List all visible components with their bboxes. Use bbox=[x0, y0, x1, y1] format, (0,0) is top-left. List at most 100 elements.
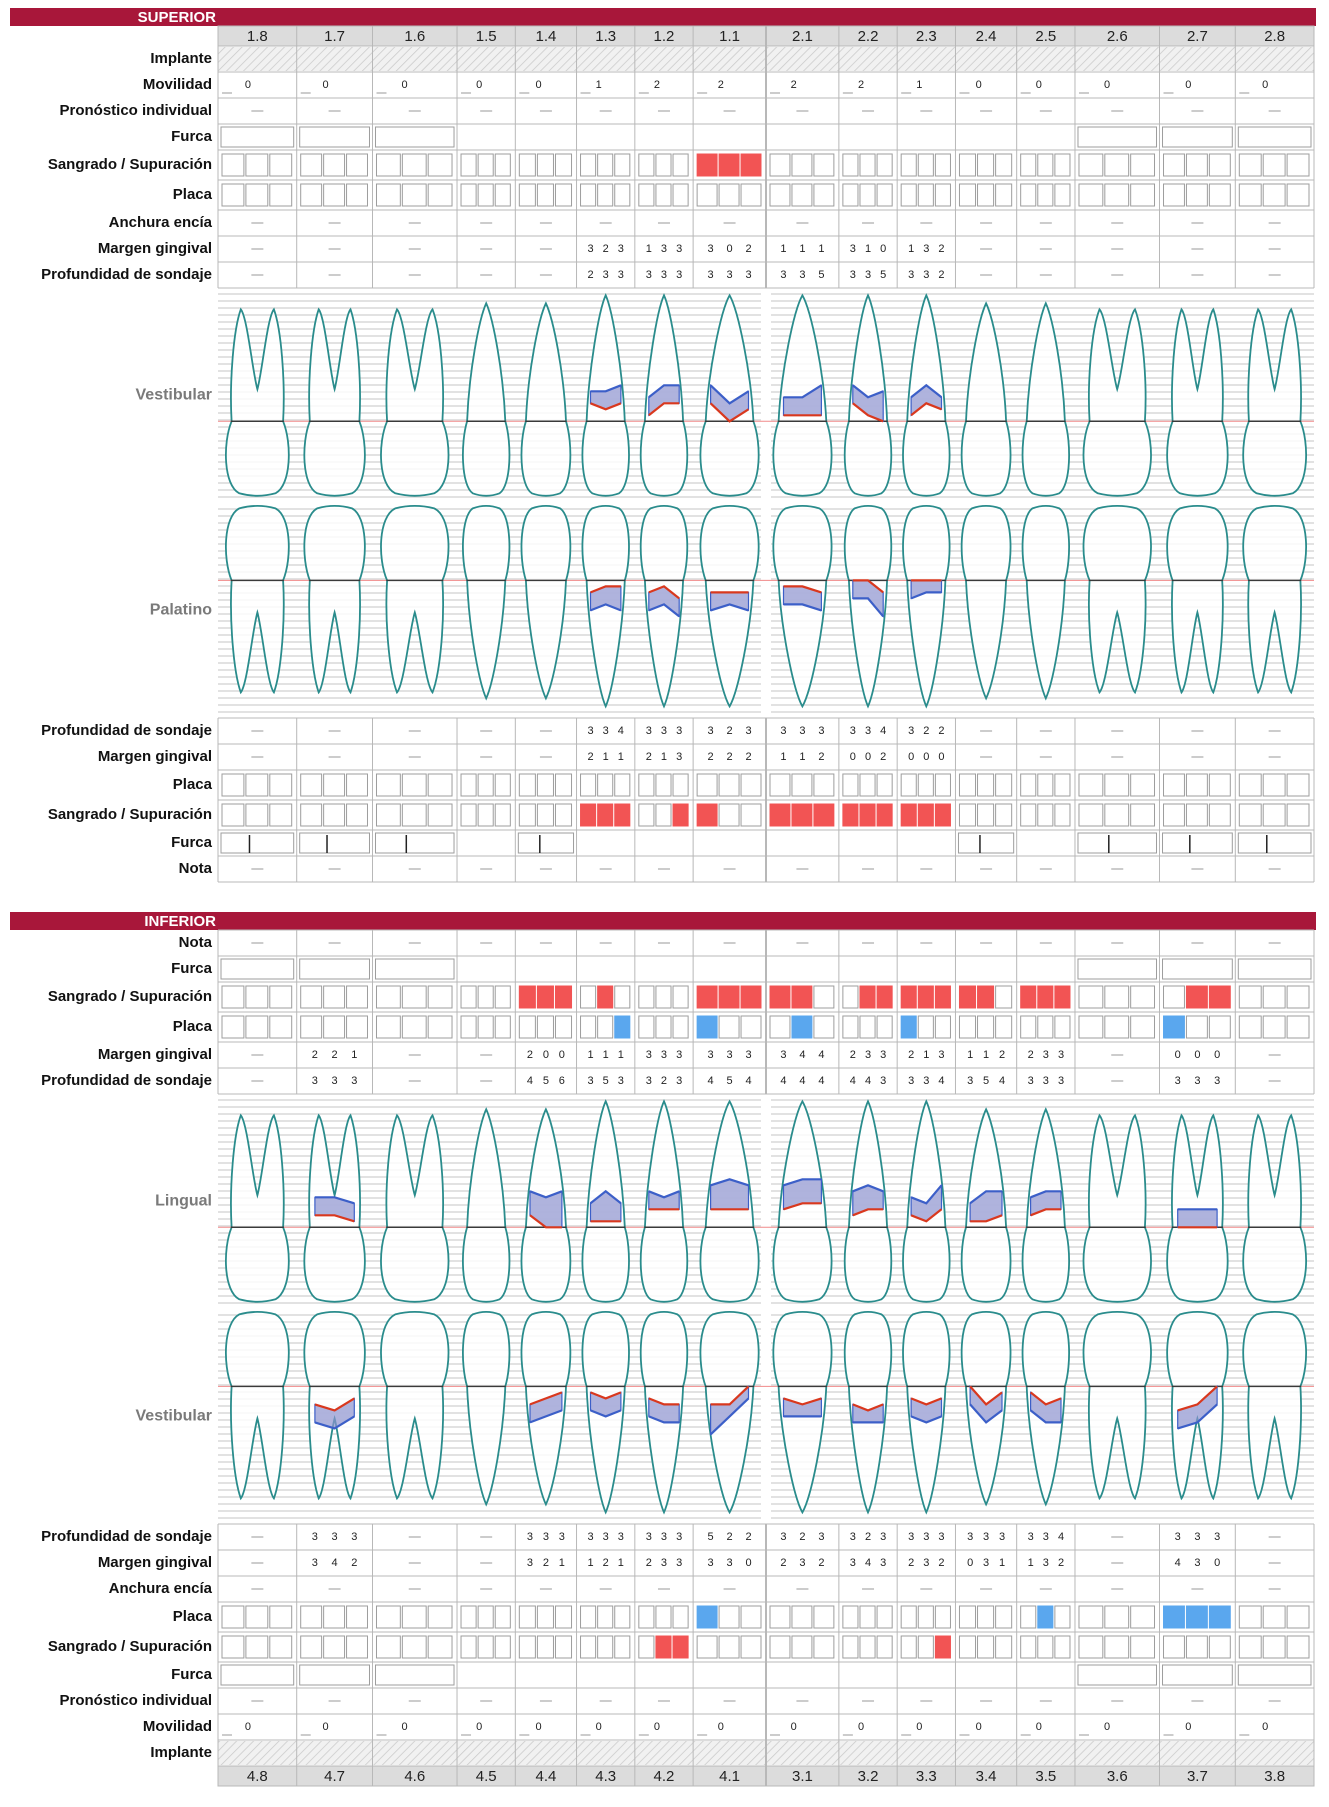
section-1: SUPERIOR 1.8 1.7 1.6 1.5 1.4 1.3 1.2 1.1 2.1 2.2 2.… bbox=[10, 8, 1316, 883]
site-box bbox=[740, 153, 762, 177]
mobility-value: 0 bbox=[718, 1721, 724, 1733]
margin-value: 3 bbox=[708, 1049, 714, 1061]
site-box bbox=[460, 153, 477, 177]
site-box bbox=[655, 773, 672, 797]
site-box bbox=[494, 1015, 511, 1039]
site-box bbox=[554, 985, 573, 1009]
depth-value: 5 bbox=[818, 269, 824, 281]
site-box bbox=[614, 803, 631, 827]
depth-value: 4 bbox=[865, 1075, 871, 1087]
margin-value: 0 bbox=[745, 1557, 751, 1569]
site-box bbox=[580, 1015, 597, 1039]
section-header bbox=[10, 8, 1316, 26]
site-box bbox=[554, 1635, 573, 1659]
site-box bbox=[1238, 153, 1262, 177]
site-box bbox=[221, 803, 245, 827]
depth-value: 3 bbox=[603, 1531, 609, 1543]
site-box bbox=[977, 803, 995, 827]
site-box bbox=[494, 153, 511, 177]
depth-value: 3 bbox=[708, 725, 714, 737]
depth-value: 3 bbox=[745, 269, 751, 281]
site-box bbox=[1037, 1605, 1054, 1629]
tooth bbox=[843, 293, 893, 497]
tooth-number: 4.8 bbox=[247, 1768, 268, 1785]
mobility-value: 0 bbox=[402, 79, 408, 91]
mobility-value: 0 bbox=[245, 79, 251, 91]
view-label: Palatino bbox=[150, 602, 212, 619]
tooth bbox=[303, 1311, 366, 1501]
margin-value: 1 bbox=[603, 1049, 609, 1061]
tooth-number: 3.6 bbox=[1107, 1768, 1128, 1785]
site-box bbox=[1078, 1015, 1104, 1039]
row-label: Margen gingival bbox=[98, 1046, 212, 1063]
margin-value: 3 bbox=[312, 1557, 318, 1569]
site-box bbox=[1163, 183, 1185, 207]
site-box bbox=[518, 153, 536, 177]
gingival-margin-line bbox=[852, 1403, 884, 1412]
furcation-box bbox=[220, 832, 295, 854]
margin-value: 2 bbox=[818, 1557, 824, 1569]
mobility-value: 2 bbox=[858, 79, 864, 91]
margin-value: 2 bbox=[603, 243, 609, 255]
gingival-margin-line bbox=[1177, 1385, 1218, 1412]
margin-value: 3 bbox=[880, 1557, 886, 1569]
mobility-value: 2 bbox=[718, 79, 724, 91]
site-box bbox=[494, 183, 511, 207]
site-box bbox=[536, 153, 554, 177]
depth-value: 3 bbox=[351, 1531, 357, 1543]
depth-value: 2 bbox=[938, 269, 944, 281]
depth-value: 2 bbox=[587, 269, 593, 281]
probing-depth-line bbox=[710, 603, 749, 612]
mobility-value: 1 bbox=[916, 79, 922, 91]
tooth-number: 4.7 bbox=[324, 1768, 345, 1785]
probing-depth-line bbox=[709, 1397, 750, 1436]
depth-value: 3 bbox=[727, 269, 733, 281]
site-box bbox=[1104, 773, 1130, 797]
depth-value: 3 bbox=[646, 1075, 652, 1087]
site-box bbox=[300, 1015, 323, 1039]
tooth bbox=[772, 293, 833, 497]
site-box bbox=[977, 1015, 995, 1039]
site-box bbox=[323, 1015, 346, 1039]
site-box bbox=[718, 1635, 740, 1659]
site-box bbox=[977, 183, 995, 207]
mobility-value: 0 bbox=[916, 1721, 922, 1733]
mobility-value: 0 bbox=[476, 1721, 482, 1733]
tooth-number: 4.2 bbox=[654, 1768, 675, 1785]
tooth-number: 4.1 bbox=[719, 1768, 740, 1785]
gingival-margin-line bbox=[970, 1214, 1003, 1223]
tooth bbox=[581, 505, 630, 709]
mobility-value: 0 bbox=[245, 1721, 251, 1733]
gingival-margin-line bbox=[648, 1397, 680, 1406]
site-box bbox=[740, 183, 762, 207]
site-box bbox=[346, 1605, 368, 1629]
site-box bbox=[1037, 985, 1054, 1009]
site-box bbox=[1078, 1635, 1104, 1659]
row-label: Placa bbox=[173, 1608, 213, 1625]
margin-value: 2 bbox=[312, 1049, 318, 1061]
margin-value: 0 bbox=[880, 243, 886, 255]
depth-value: 4 bbox=[527, 1075, 533, 1087]
site-box bbox=[1054, 1015, 1071, 1039]
tooth-number: 4.4 bbox=[535, 1768, 556, 1785]
depth-value: 3 bbox=[908, 1531, 914, 1543]
furcation-box bbox=[299, 832, 370, 854]
margin-value: 1 bbox=[1028, 1557, 1034, 1569]
site-box bbox=[791, 803, 813, 827]
margin-value: 4 bbox=[865, 1557, 871, 1569]
row-label: Movilidad bbox=[143, 1718, 212, 1735]
site-box bbox=[346, 153, 368, 177]
depth-value: 2 bbox=[661, 1075, 667, 1087]
depth-value: 3 bbox=[676, 269, 682, 281]
site-box bbox=[859, 773, 876, 797]
gingival-margin-line bbox=[969, 1385, 1003, 1406]
margin-value: 2 bbox=[543, 1557, 549, 1569]
mobility-value: 0 bbox=[1262, 79, 1268, 91]
site-box bbox=[900, 773, 917, 797]
site-box bbox=[977, 153, 995, 177]
margin-value: 2 bbox=[646, 751, 652, 763]
row-label: Implante bbox=[150, 1744, 212, 1761]
site-box bbox=[1262, 153, 1286, 177]
tooth bbox=[960, 301, 1012, 497]
site-box bbox=[401, 1605, 427, 1629]
